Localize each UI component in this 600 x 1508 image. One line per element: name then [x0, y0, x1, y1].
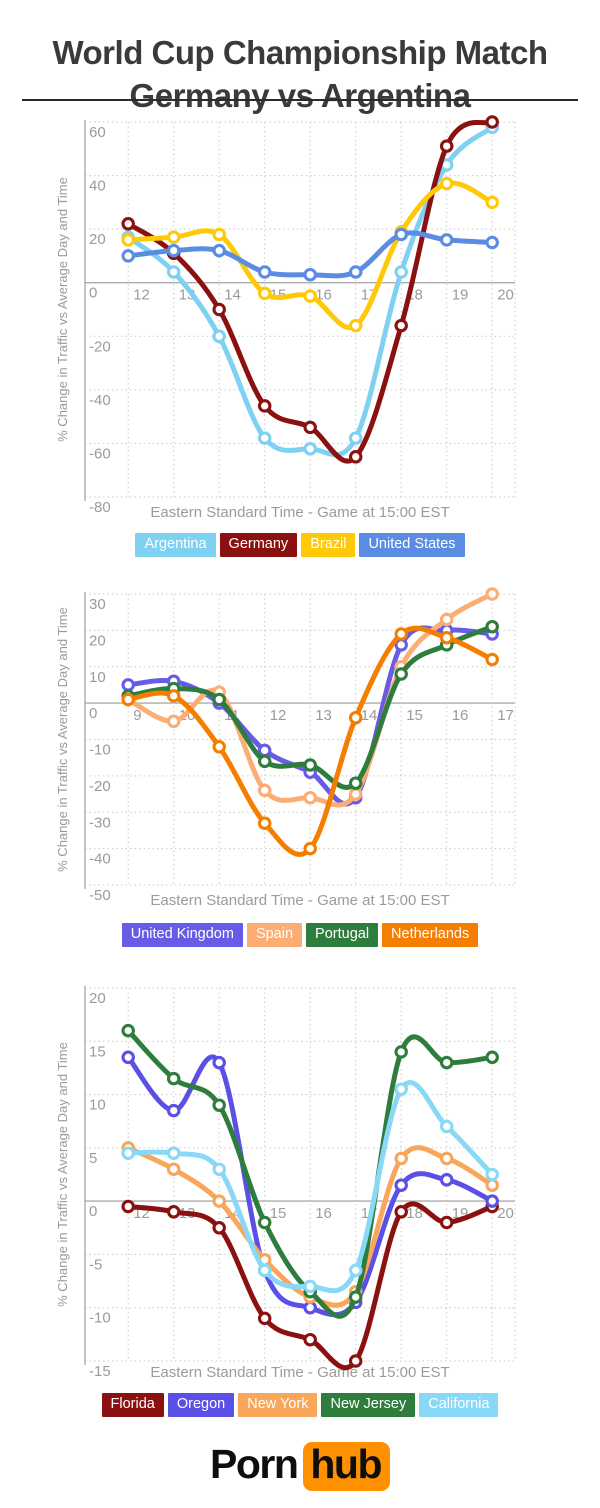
y-tick-label: 30: [89, 596, 106, 613]
x-tick-label: 20: [497, 1205, 514, 1222]
x-tick-label: 16: [452, 707, 469, 724]
x-tick-label: 14: [224, 287, 241, 304]
series-markers-netherlands: [121, 627, 499, 856]
y-tick-label: 20: [89, 990, 106, 1007]
x-tick-label: 15: [406, 707, 423, 724]
x-tick-label: 16: [315, 1205, 332, 1222]
pornhub-logo: Porn hub: [0, 1441, 600, 1492]
legend-item-united-kingdom: United Kingdom: [121, 923, 243, 947]
y-tick-label: -40: [89, 851, 111, 868]
y-tick-label: 0: [89, 705, 97, 722]
y-tick-label: 0: [89, 285, 97, 302]
legend-item-oregon: Oregon: [167, 1393, 235, 1417]
x-tick-label: 18: [406, 1205, 423, 1222]
y-tick-label: -20: [89, 338, 111, 355]
legend-item-spain: Spain: [246, 923, 303, 947]
y-axis-title: % Change in Traffic vs Average Day and T…: [55, 177, 70, 442]
page-title: World Cup Championship Match Germany vs A…: [0, 32, 600, 118]
series-line-new-jersey: [125, 1028, 495, 1319]
y-tick-label: -30: [89, 814, 111, 831]
y-tick-label: -15: [89, 1363, 111, 1380]
legend-europe: United Kingdom Spain Portugal Netherlands: [0, 923, 600, 947]
chart-us-states: -15 -10 -5 0 5 10 15 20 12 13 14 15 16 17 18 19 20% Chan…: [0, 968, 600, 1388]
x-tick-label: 9: [133, 707, 141, 724]
y-tick-label: 5: [89, 1150, 97, 1167]
x-tick-label: 13: [315, 707, 332, 724]
legend-item-netherlands: Netherlands: [382, 923, 479, 947]
chart-countries: -80 -60 -40 -20 0 20 40 60 12 13 14 15 16 17 18 19 20% C…: [0, 105, 600, 555]
y-tick-label: -20: [89, 778, 111, 795]
x-tick-label: 12: [133, 287, 150, 304]
y-tick-label: -10: [89, 742, 111, 759]
y-tick-label: 10: [89, 1097, 106, 1114]
chart-europe: -50 -40 -30 -20 -10 0 10 20 30 9 10 11 12 13 14 15 16 17%…: [0, 577, 600, 917]
page-title-line2: Germany vs Argentina: [129, 77, 471, 114]
y-tick-label: 20: [89, 231, 106, 248]
y-tick-label: 60: [89, 124, 106, 141]
y-tick-label: 20: [89, 632, 106, 649]
x-tick-label: 15: [270, 1205, 287, 1222]
y-tick-label: 0: [89, 1203, 97, 1220]
legend-us-states: Florida Oregon New York New Jersey Californi…: [0, 1393, 600, 1417]
series-markers-united-states: [121, 227, 499, 282]
legend-item-new-york: New York: [238, 1393, 318, 1417]
series-markers-florida: [121, 1199, 499, 1368]
x-tick-label: 19: [452, 287, 469, 304]
series-line-california: [125, 1080, 495, 1294]
series-line-brazil: [125, 180, 495, 331]
y-tick-label: 40: [89, 178, 106, 195]
y-tick-label: 15: [89, 1043, 106, 1060]
x-axis-title: Eastern Standard Time - Game at 15:00 ES…: [150, 1364, 449, 1381]
y-axis-title: % Change in Traffic vs Average Day and T…: [55, 1042, 70, 1307]
legend-countries: Argentina Germany Brazil United States: [0, 533, 600, 557]
series-line-argentina: [125, 124, 495, 458]
series-markers-california: [121, 1082, 499, 1294]
legend-item-germany: Germany: [219, 533, 298, 557]
legend-item-new-jersey: New Jersey: [321, 1393, 416, 1417]
title-divider: [22, 99, 578, 101]
y-tick-label: -60: [89, 445, 111, 462]
x-tick-label: 17: [497, 707, 514, 724]
legend-item-argentina: Argentina: [135, 533, 216, 557]
series-line-florida: [125, 1201, 495, 1371]
x-axis-title: Eastern Standard Time - Game at 15:00 ES…: [150, 504, 449, 521]
legend-item-florida: Florida: [101, 1393, 164, 1417]
y-tick-label: -5: [89, 1256, 102, 1273]
x-tick-label: 14: [361, 707, 378, 724]
logo-text-hub: hub: [303, 1441, 391, 1492]
legend-item-california: California: [419, 1393, 499, 1417]
y-tick-label: 10: [89, 669, 106, 686]
y-axis-title: % Change in Traffic vs Average Day and T…: [55, 607, 70, 872]
y-tick-label: -50: [89, 887, 111, 904]
series-markers-portugal: [121, 619, 499, 790]
x-tick-label: 20: [497, 287, 514, 304]
y-tick-label: -10: [89, 1310, 111, 1327]
legend-item-brazil: Brazil: [301, 533, 356, 557]
x-tick-label: 12: [270, 707, 287, 724]
y-tick-label: -80: [89, 499, 111, 516]
legend-item-united-states: United States: [359, 533, 465, 557]
logo-text-porn: Porn: [209, 1441, 299, 1487]
y-tick-label: -40: [89, 392, 111, 409]
page-title-line1: World Cup Championship Match: [52, 34, 548, 72]
x-axis-title: Eastern Standard Time - Game at 15:00 ES…: [150, 892, 449, 909]
series-line-oregon: [125, 1054, 495, 1318]
legend-item-portugal: Portugal: [306, 923, 379, 947]
